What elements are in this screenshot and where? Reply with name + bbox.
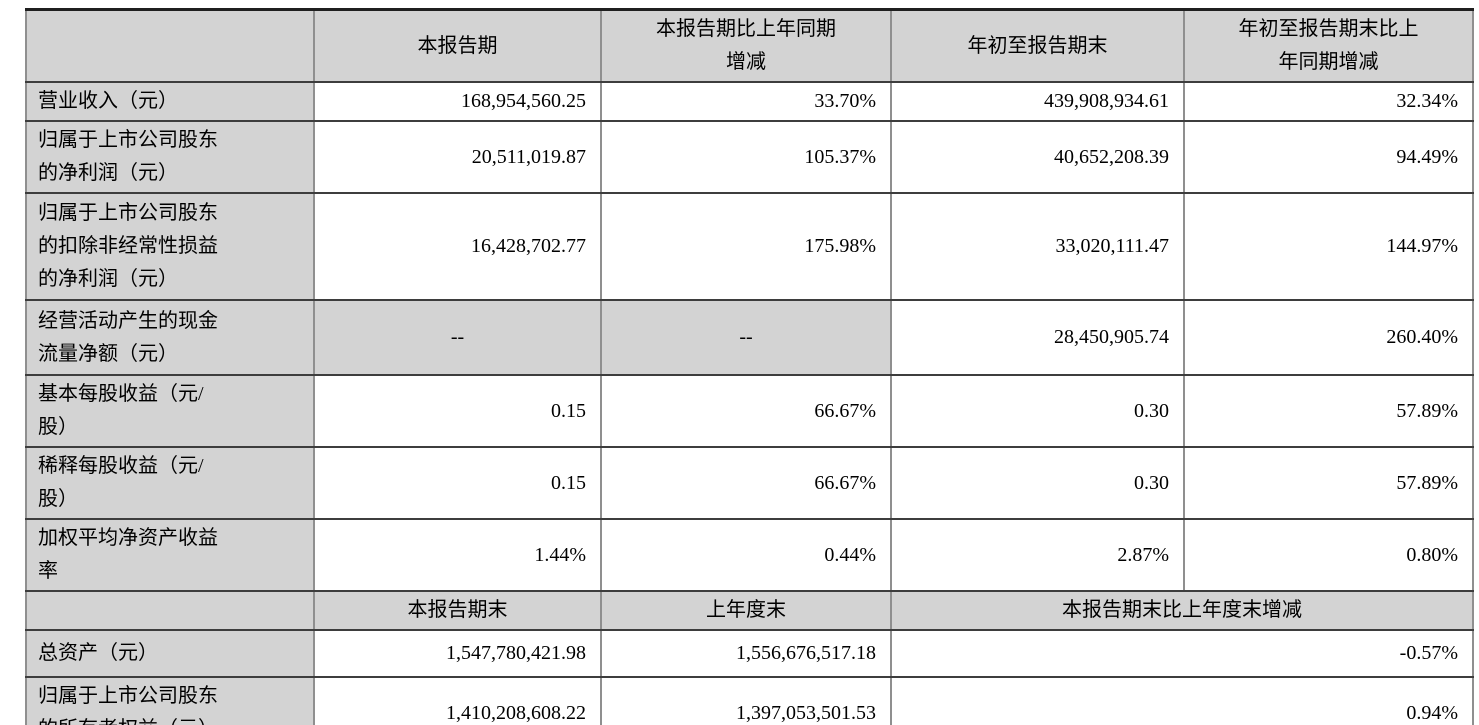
subheader-change-vs-prev-year-end: 本报告期末比上年度末增减 xyxy=(890,590,1474,631)
value-prev-year-end: 1,556,676,517.18 xyxy=(600,629,892,678)
value-current: 168,954,560.25 xyxy=(313,81,602,122)
value-ytd-yoy: 32.34% xyxy=(1183,81,1474,122)
table-row-shareholders-equity: 归属于上市公司股东 的所有者权益（元） 1,410,208,608.22 1,3… xyxy=(25,676,1474,725)
value-yoy: 0.44% xyxy=(600,518,892,592)
value-yoy: 33.70% xyxy=(600,81,892,122)
subheader-period-end: 本报告期末 xyxy=(313,590,602,631)
header-current-period-yoy: 本报告期比上年同期 增减 xyxy=(600,8,892,83)
value-ytd: 439,908,934.61 xyxy=(890,81,1185,122)
table-row-basic-eps: 基本每股收益（元/ 股） 0.15 66.67% 0.30 57.89% xyxy=(25,374,1474,448)
value-ytd-yoy: 144.97% xyxy=(1183,192,1474,301)
value-ytd: 2.87% xyxy=(890,518,1185,592)
value-ytd: 40,652,208.39 xyxy=(890,120,1185,194)
table-row-diluted-eps: 稀释每股收益（元/ 股） 0.15 66.67% 0.30 57.89% xyxy=(25,446,1474,520)
row-label: 营业收入（元） xyxy=(25,81,315,122)
value-ytd-yoy: 0.80% xyxy=(1183,518,1474,592)
row-label: 稀释每股收益（元/ 股） xyxy=(25,446,315,520)
table-row-net-profit: 归属于上市公司股东 的净利润（元） 20,511,019.87 105.37% … xyxy=(25,120,1474,194)
row-label: 经营活动产生的现金 流量净额（元） xyxy=(25,299,315,376)
header-ytd-yoy: 年初至报告期末比上 年同期增减 xyxy=(1183,8,1474,83)
value-period-end: 1,547,780,421.98 xyxy=(313,629,602,678)
table-row-operating-cash-flow: 经营活动产生的现金 流量净额（元） -- -- 28,450,905.74 26… xyxy=(25,299,1474,376)
value-ytd-yoy: 260.40% xyxy=(1183,299,1474,376)
table-row-total-assets: 总资产（元） 1,547,780,421.98 1,556,676,517.18… xyxy=(25,629,1474,678)
value-ytd: 0.30 xyxy=(890,446,1185,520)
subheader-prev-year-end: 上年度末 xyxy=(600,590,892,631)
table-subheader-row: 本报告期末 上年度末 本报告期末比上年度末增减 xyxy=(25,590,1474,631)
value-ytd: 28,450,905.74 xyxy=(890,299,1185,376)
value-ytd: 0.30 xyxy=(890,374,1185,448)
value-yoy: 66.67% xyxy=(600,374,892,448)
value-current: 20,511,019.87 xyxy=(313,120,602,194)
subheader-corner-cell xyxy=(25,590,315,631)
table-row-revenue: 营业收入（元） 168,954,560.25 33.70% 439,908,93… xyxy=(25,81,1474,122)
table-row-weighted-avg-roe: 加权平均净资产收益 率 1.44% 0.44% 2.87% 0.80% xyxy=(25,518,1474,592)
value-current: 0.15 xyxy=(313,446,602,520)
value-prev-year-end: 1,397,053,501.53 xyxy=(600,676,892,725)
value-ytd: 33,020,111.47 xyxy=(890,192,1185,301)
header-ytd: 年初至报告期末 xyxy=(890,8,1185,83)
value-yoy: 175.98% xyxy=(600,192,892,301)
row-label: 加权平均净资产收益 率 xyxy=(25,518,315,592)
table-header-row: 本报告期 本报告期比上年同期 增减 年初至报告期末 年初至报告期末比上 年同期增… xyxy=(25,8,1474,83)
value-current: 16,428,702.77 xyxy=(313,192,602,301)
value-yoy: 66.67% xyxy=(600,446,892,520)
value-ytd-yoy: 57.89% xyxy=(1183,446,1474,520)
value-yoy: 105.37% xyxy=(600,120,892,194)
value-current: 0.15 xyxy=(313,374,602,448)
key-financials-table: 本报告期 本报告期比上年同期 增减 年初至报告期末 年初至报告期末比上 年同期增… xyxy=(25,8,1474,725)
table-row-net-profit-excl-nonrecurring: 归属于上市公司股东 的扣除非经常性损益 的净利润（元） 16,428,702.7… xyxy=(25,192,1474,301)
value-ytd-yoy: 57.89% xyxy=(1183,374,1474,448)
row-label: 归属于上市公司股东 的净利润（元） xyxy=(25,120,315,194)
header-current-period: 本报告期 xyxy=(313,8,602,83)
value-ytd-yoy: 94.49% xyxy=(1183,120,1474,194)
value-period-end: 1,410,208,608.22 xyxy=(313,676,602,725)
value-current: 1.44% xyxy=(313,518,602,592)
row-label: 归属于上市公司股东 的所有者权益（元） xyxy=(25,676,315,725)
row-label: 基本每股收益（元/ 股） xyxy=(25,374,315,448)
value-current: -- xyxy=(313,299,602,376)
header-corner-cell xyxy=(25,8,315,83)
row-label: 总资产（元） xyxy=(25,629,315,678)
value-change: -0.57% xyxy=(890,629,1474,678)
value-change: 0.94% xyxy=(890,676,1474,725)
row-label: 归属于上市公司股东 的扣除非经常性损益 的净利润（元） xyxy=(25,192,315,301)
value-yoy: -- xyxy=(600,299,892,376)
